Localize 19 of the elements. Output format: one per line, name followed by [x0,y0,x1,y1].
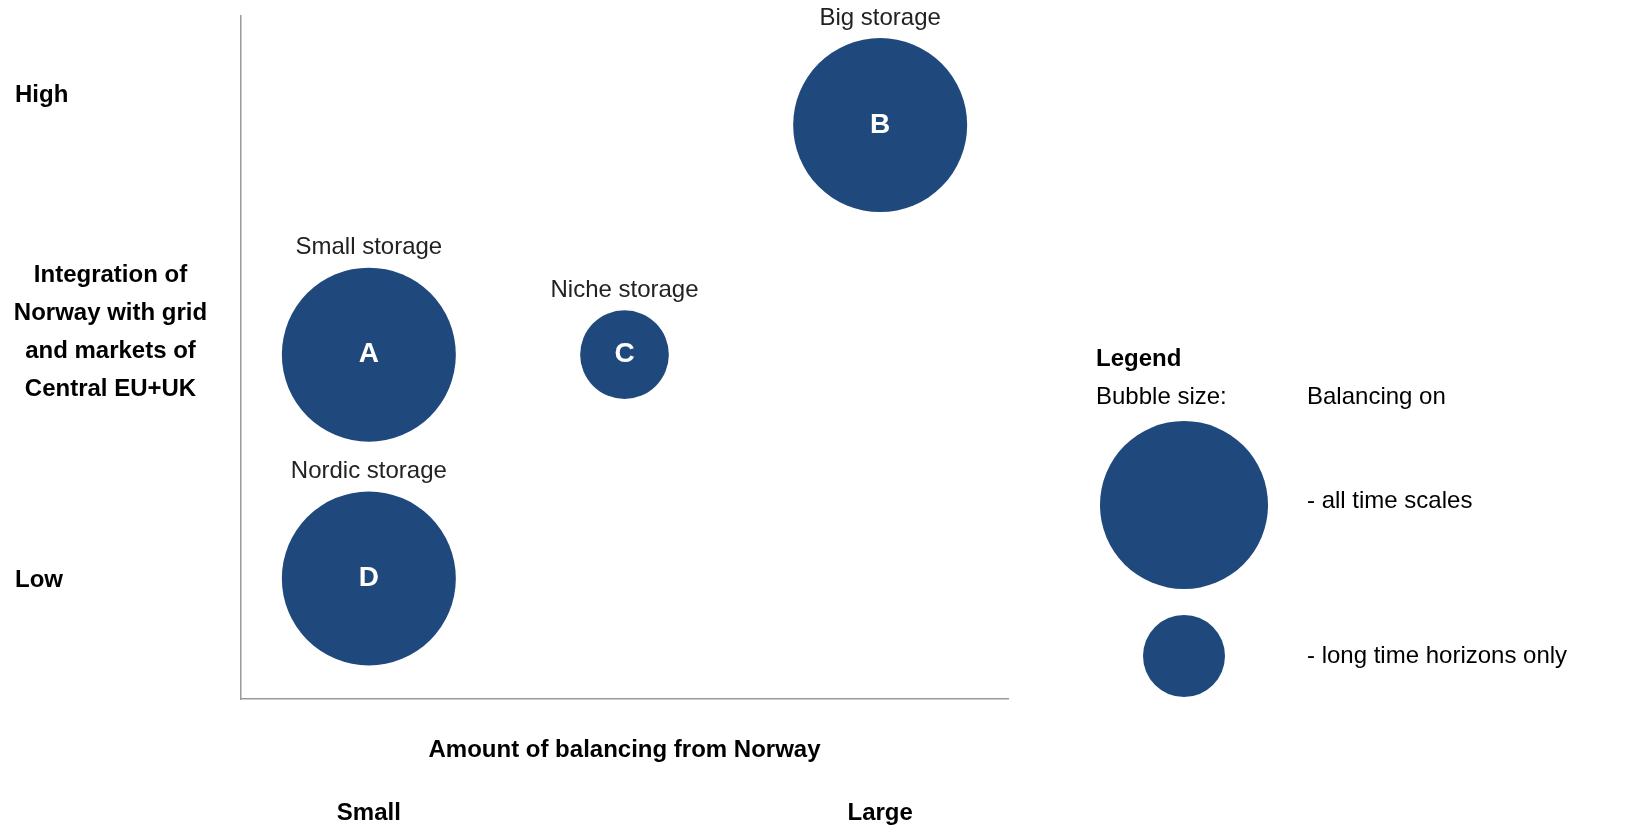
text: Low [15,565,63,593]
annotation: D [358,561,379,593]
annotation: A [358,337,379,369]
annotation: Nordic storage [290,456,447,484]
text: - long time horizons only [1307,641,1568,669]
text: Balancing on [1307,382,1446,410]
annotation: B [870,107,891,139]
text: Big storage [819,2,941,30]
legend-title: Legend [1096,344,1182,372]
annotation: C [614,337,635,369]
annotation: Niche storage [550,274,699,302]
text: High [15,80,69,108]
x-tick-label: Small [336,798,401,826]
x-tick-label: Large [847,798,913,826]
text: Bubble size: [1096,382,1227,410]
x-axis-title: Amount of balancing from Norway [427,735,822,763]
y-axis-title: Integration of Norway with grid and markets of Central EU+UK [12,259,209,403]
text: - all time scales [1307,486,1473,514]
annotation: Small storage [295,232,443,260]
